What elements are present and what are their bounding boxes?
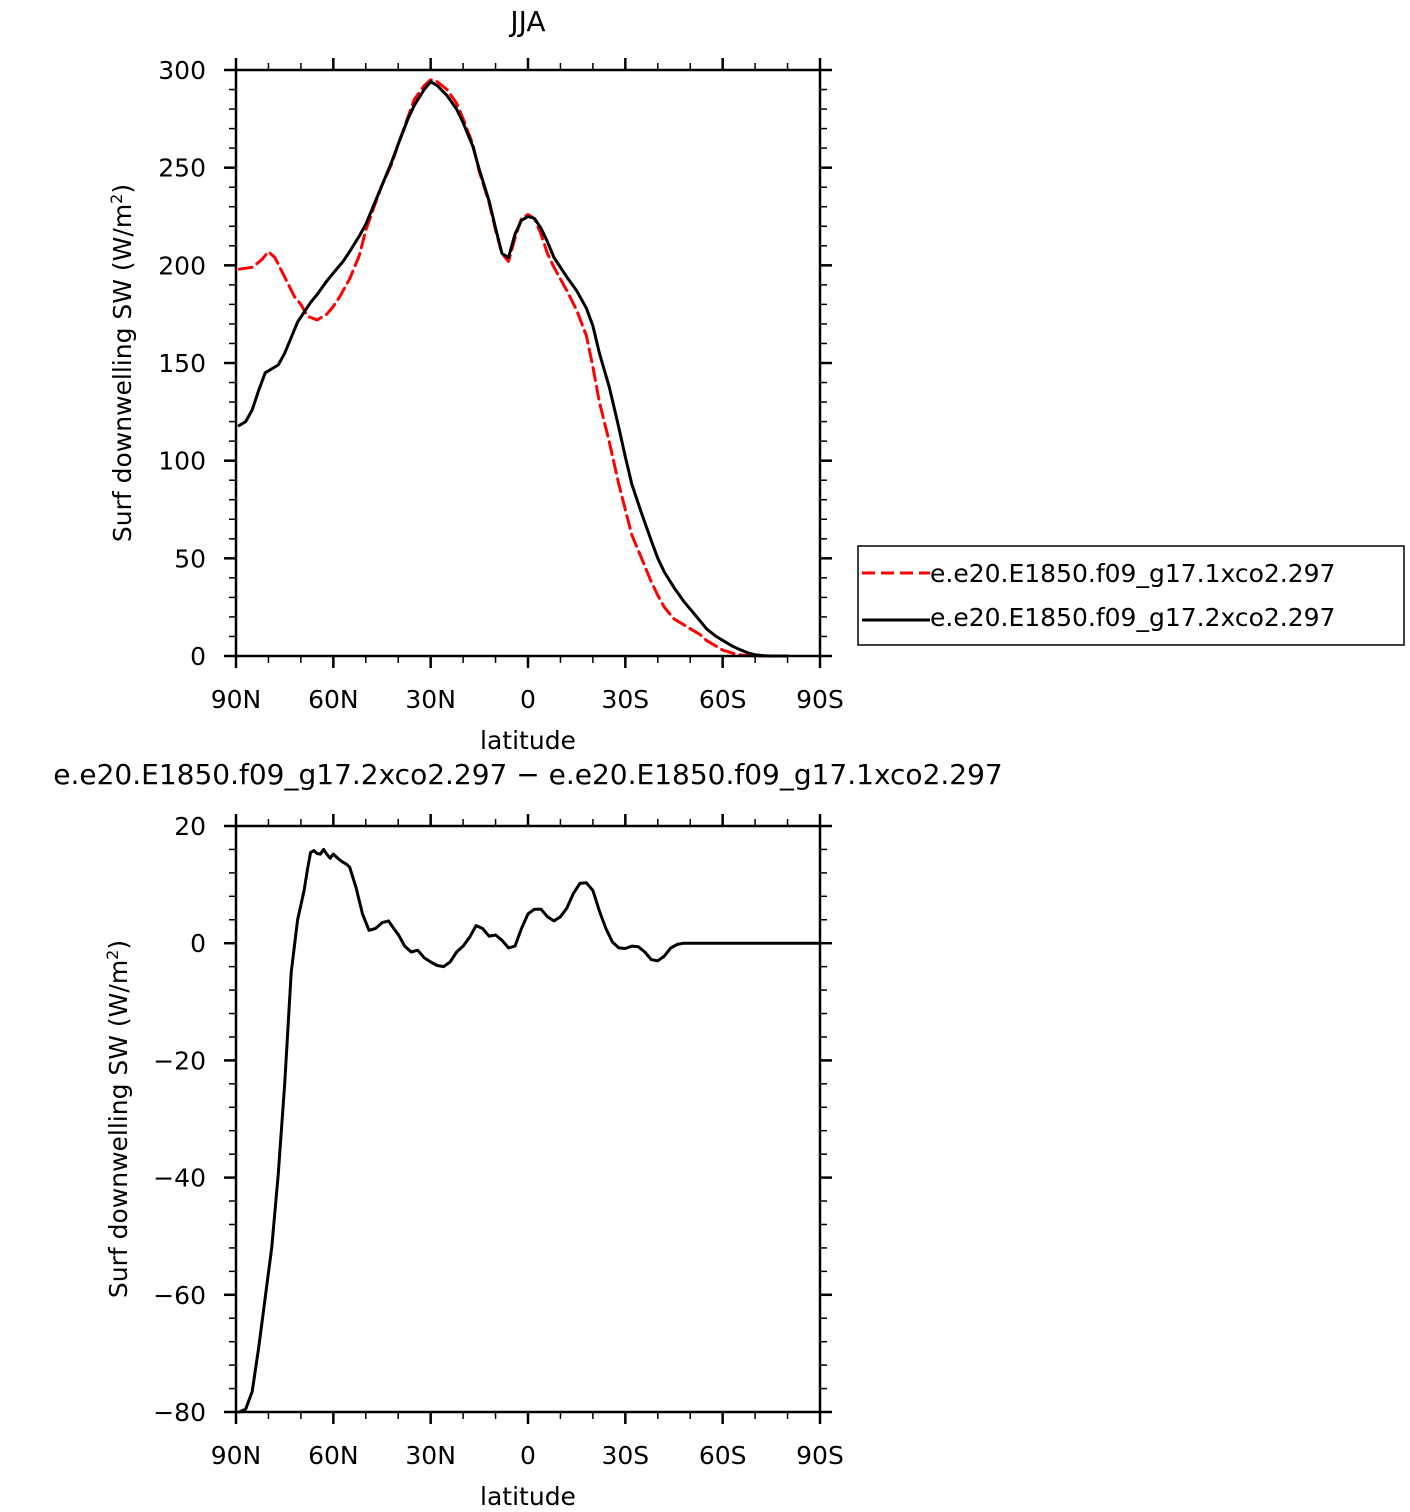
bot-y-tick-label: −60 (153, 1281, 206, 1310)
top-y-axis-title-sup: 2 (107, 194, 126, 204)
top-y-tick-labels: 0 50 100 150 200 250 300 (158, 56, 206, 671)
bot-x-tick-label: 30N (405, 1441, 456, 1470)
top-plot-frame (234, 68, 822, 658)
top-series-group (237, 78, 790, 658)
bottom-y-axis-title-sup: 2 (103, 950, 122, 960)
bot-x-tick-label: 90S (796, 1441, 844, 1470)
top-x-axis-title: latitude (480, 726, 576, 755)
top-y-tick-label: 250 (158, 154, 206, 183)
top-y-tick-label: 300 (158, 56, 206, 85)
legend-box (857, 545, 1405, 646)
top-y-tick-label: 0 (190, 642, 206, 671)
legend-label-1xco2: e.e20.E1850.f09_g17.1xco2.297 (930, 559, 1335, 588)
bot-series-line-0 (237, 847, 822, 1414)
top-y-axis-title-close: ) (108, 184, 137, 194)
top-panel: JJA 90N 60N 30N 0 30S 60S 90S 0 50 100 150 200 250 3… (107, 5, 1405, 755)
bottom-chart-title: e.e20.E1850.f09_g17.2xco2.297 − e.e20.E1… (53, 758, 1002, 791)
bottom-y-tick-labels: 20 0 −20 −40 −60 −80 (153, 812, 206, 1427)
bottom-y-axis-title-close: ) (104, 940, 133, 950)
bottom-tick-marks (224, 814, 832, 1424)
top-series-line-0 (237, 78, 790, 658)
bot-x-tick-label: 60S (699, 1441, 747, 1470)
top-y-tick-label: 100 (158, 447, 206, 476)
bot-x-tick-label: 90N (211, 1441, 262, 1470)
top-x-tick-labels: 90N 60N 30N 0 30S 60S 90S (211, 685, 844, 714)
bottom-x-tick-labels: 90N 60N 30N 0 30S 60S 90S (211, 1441, 844, 1470)
top-y-axis-title: Surf downwelling SW (W/m2) (107, 184, 138, 542)
bottom-y-axis-title: Surf downwelling SW (W/m2) (103, 940, 134, 1298)
bot-x-tick-label: 0 (520, 1441, 536, 1470)
top-x-tick-label: 0 (520, 685, 536, 714)
top-x-tick-label: 60S (699, 685, 747, 714)
top-x-tick-label: 90N (211, 685, 262, 714)
top-series-line-1 (237, 80, 790, 658)
top-tick-marks (224, 58, 832, 668)
top-chart-title: JJA (508, 5, 545, 38)
bottom-panel: e.e20.E1850.f09_g17.2xco2.297 − e.e20.E1… (53, 758, 1002, 1511)
top-y-tick-label: 200 (158, 251, 206, 280)
top-x-tick-label: 60N (308, 685, 359, 714)
bottom-x-axis-title: latitude (480, 1482, 576, 1511)
top-y-tick-label: 50 (174, 544, 206, 573)
top-x-tick-label: 90S (796, 685, 844, 714)
top-x-tick-label: 30N (405, 685, 456, 714)
bot-x-tick-label: 30S (601, 1441, 649, 1470)
top-x-tick-label: 30S (601, 685, 649, 714)
bottom-y-axis-title-main: Surf downwelling SW (W/m (104, 960, 133, 1298)
bottom-series-group (237, 847, 822, 1414)
top-y-tick-label: 150 (158, 349, 206, 378)
bot-y-tick-label: −20 (153, 1046, 206, 1075)
bot-y-tick-label: 0 (190, 929, 206, 958)
bot-y-tick-label: −80 (153, 1398, 206, 1427)
bot-x-tick-label: 60N (308, 1441, 359, 1470)
legend: e.e20.E1850.f09_g17.1xco2.297 e.e20.E185… (857, 545, 1405, 646)
bot-y-tick-label: −40 (153, 1164, 206, 1193)
bot-y-tick-label: 20 (174, 812, 206, 841)
legend-label-2xco2: e.e20.E1850.f09_g17.2xco2.297 (930, 603, 1335, 632)
top-y-axis-title-main: Surf downwelling SW (W/m (108, 204, 137, 542)
